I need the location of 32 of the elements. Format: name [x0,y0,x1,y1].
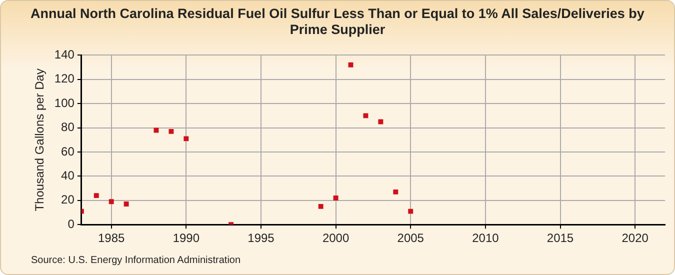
point [108,199,114,204]
y-tick-label: 100 [54,96,75,110]
y-tick-label: 140 [54,48,75,62]
x-tick-label: 2015 [546,231,574,246]
x-tick-label: 2005 [397,231,424,246]
y-tick-label: 40 [61,168,75,183]
x-tick-label: 2010 [472,231,500,246]
point [168,128,174,134]
point [333,196,338,200]
x-tick-label: 1995 [248,231,275,246]
point [348,62,354,68]
point [318,204,324,209]
chart-title: Annual North Carolina Residual Fuel Oil Sulfur Less Than or Equal to 1% All Sales/Deliveries by Prime Supplier [30,6,646,38]
point [393,189,398,194]
y-tick-label: 120 [54,72,75,86]
y-tick-label: 80 [61,120,75,134]
source-note: Source: U.S. Energy Information Administration [31,255,241,266]
point [408,208,414,214]
x-tick-label: 2020 [622,231,649,246]
point [154,128,159,133]
x-tick-label: 1990 [172,231,200,246]
point [378,119,384,124]
y-tick-label: 20 [61,192,75,207]
x-tick-label: 2000 [322,231,350,246]
point [124,202,129,207]
point [363,113,368,118]
y-tick-label: 0 [68,216,75,231]
point [184,136,189,142]
x-tick-label: 1985 [98,231,126,246]
point [94,193,99,198]
y-tick-label: 60 [61,144,75,158]
y-axis-title: Thousand Gallons per Day [32,68,47,212]
